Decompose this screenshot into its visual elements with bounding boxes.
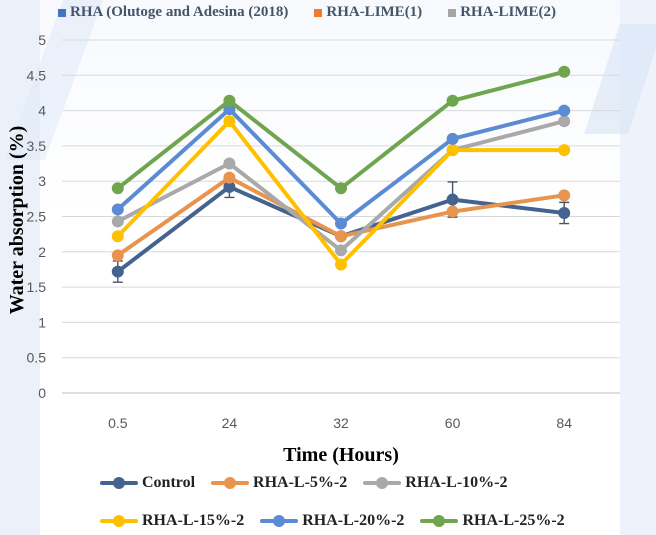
data-point	[335, 217, 347, 230]
y-tick-label: 4	[38, 103, 46, 119]
top-legend-item: RHA-LIME(1)	[314, 4, 422, 21]
legend-item: RHA-L-25%-2	[420, 512, 565, 530]
data-point	[446, 144, 459, 157]
series-rha-l-20-2	[111, 103, 571, 230]
data-point	[335, 230, 347, 243]
top-legend-label: RHA-LIME(2)	[460, 4, 557, 20]
legend-label: RHA-L-5%-2	[253, 474, 348, 491]
y-tick-label: 2.5	[27, 209, 47, 225]
y-axis-ticks: 0 0.5 1 1.5 2 2.5 3 3.5 4 4.5 5	[27, 32, 47, 401]
y-axis-title: Water absorption (%)	[6, 126, 28, 315]
data-point	[111, 265, 124, 278]
data-point	[446, 193, 459, 206]
legend-swatch	[448, 8, 457, 17]
x-tick-label: 0.5	[108, 415, 128, 431]
top-legend-label: RHA-LIME(1)	[326, 4, 423, 20]
legend-swatch	[314, 8, 323, 17]
top-legend: RHA (Olutoge and Adesina (2018) RHA-LIME…	[58, 4, 646, 21]
series-line	[115, 69, 567, 191]
y-tick-label: 0.5	[27, 350, 47, 366]
x-tick-label: 24	[222, 415, 238, 431]
legend-marker	[363, 474, 402, 492]
legend-row: RHA-L-15%-2 RHA-L-20%-2 RHA-L-25%-2	[100, 512, 565, 530]
data-point	[223, 157, 236, 170]
data-point	[335, 258, 347, 271]
top-legend-item: RHA-LIME(2)	[448, 4, 556, 21]
x-tick-label: 32	[333, 415, 349, 431]
grid-lines	[62, 39, 620, 394]
legend-item: RHA-L-5%-2	[211, 474, 347, 492]
data-point	[446, 205, 459, 218]
x-tick-label: 84	[556, 415, 572, 431]
legend-marker	[260, 512, 299, 530]
data-point	[558, 206, 571, 219]
data-point	[111, 249, 124, 262]
y-tick-label: 3	[38, 173, 46, 189]
legend-label: RHA-L-15%-2	[142, 512, 245, 529]
x-axis-ticks: 0.5 24 32 60 84	[108, 415, 572, 431]
data-point	[111, 215, 124, 228]
legend-label: RHA-L-25%-2	[462, 512, 565, 529]
data-point	[223, 171, 236, 184]
y-tick-label: 0	[38, 385, 46, 401]
data-point	[111, 203, 124, 216]
data-point	[558, 115, 571, 128]
bottom-legend: Control RHA-L-5%-2 RHA-L-10%-2 RHA-L-15%-2…	[0, 474, 656, 534]
legend-label: Control	[142, 474, 196, 491]
y-tick-label: 4.5	[27, 67, 47, 83]
legend-label: RHA-L-20%-2	[302, 512, 405, 529]
y-tick-label: 1	[38, 314, 46, 330]
series-rha-l-25-2	[111, 65, 571, 195]
data-point	[446, 132, 459, 145]
x-axis-title: Time (Hours)	[283, 444, 399, 466]
data-point	[223, 94, 236, 107]
data-point	[223, 115, 236, 128]
legend-marker	[100, 474, 138, 492]
legend-label: RHA-L-10%-2	[405, 474, 508, 491]
y-tick-label: 5	[38, 32, 46, 48]
data-point	[111, 230, 124, 243]
legend-marker	[100, 512, 138, 530]
data-point	[335, 244, 347, 257]
data-point	[558, 144, 571, 157]
data-point	[558, 65, 571, 78]
legend-item: RHA-L-10%-2	[363, 474, 507, 492]
legend-row: Control RHA-L-5%-2 RHA-L-10%-2	[100, 474, 507, 492]
top-legend-item: RHA (Olutoge and Adesina (2018)	[58, 4, 288, 21]
top-legend-label: RHA (Olutoge and Adesina (2018)	[70, 4, 289, 20]
x-tick-label: 60	[445, 415, 461, 431]
legend-item: RHA-L-15%-2	[100, 512, 244, 530]
series-rha-l-10-2	[111, 115, 571, 257]
series-lines	[111, 65, 571, 283]
y-tick-label: 1.5	[27, 279, 47, 295]
series-rha-l-5-2	[111, 171, 571, 262]
y-tick-label: 2	[38, 244, 46, 260]
legend-marker	[420, 512, 459, 530]
series-rha-l-15-2	[111, 115, 571, 271]
legend-item: Control	[100, 474, 195, 492]
data-point	[446, 94, 459, 107]
data-point	[111, 182, 124, 195]
data-point	[335, 182, 347, 195]
legend-item: RHA-L-20%-2	[260, 512, 404, 530]
data-point	[558, 104, 571, 117]
y-tick-label: 3.5	[27, 138, 47, 154]
legend-swatch	[58, 8, 66, 17]
data-point	[558, 189, 571, 202]
legend-marker	[211, 474, 250, 492]
